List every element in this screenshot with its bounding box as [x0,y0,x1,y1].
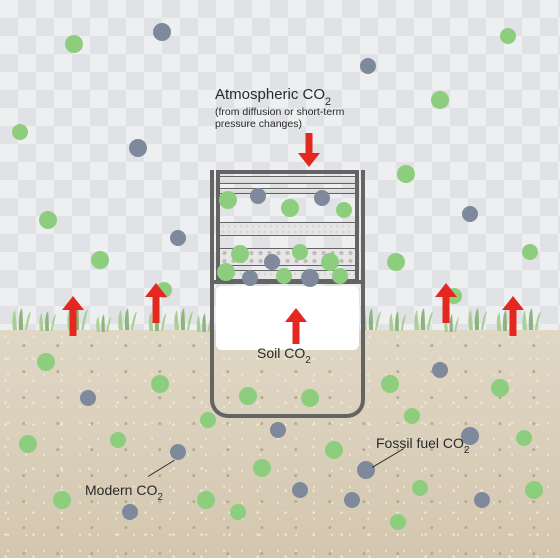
chamber-filter-band [220,270,355,280]
chamber-white-panel [216,286,359,350]
chamber-rail [220,176,355,184]
sampling-chamber [210,170,365,418]
chamber-divider [210,280,365,284]
chamber-rail [220,188,355,194]
chamber-filter-band [220,248,355,266]
chamber-filter-band [220,222,355,236]
